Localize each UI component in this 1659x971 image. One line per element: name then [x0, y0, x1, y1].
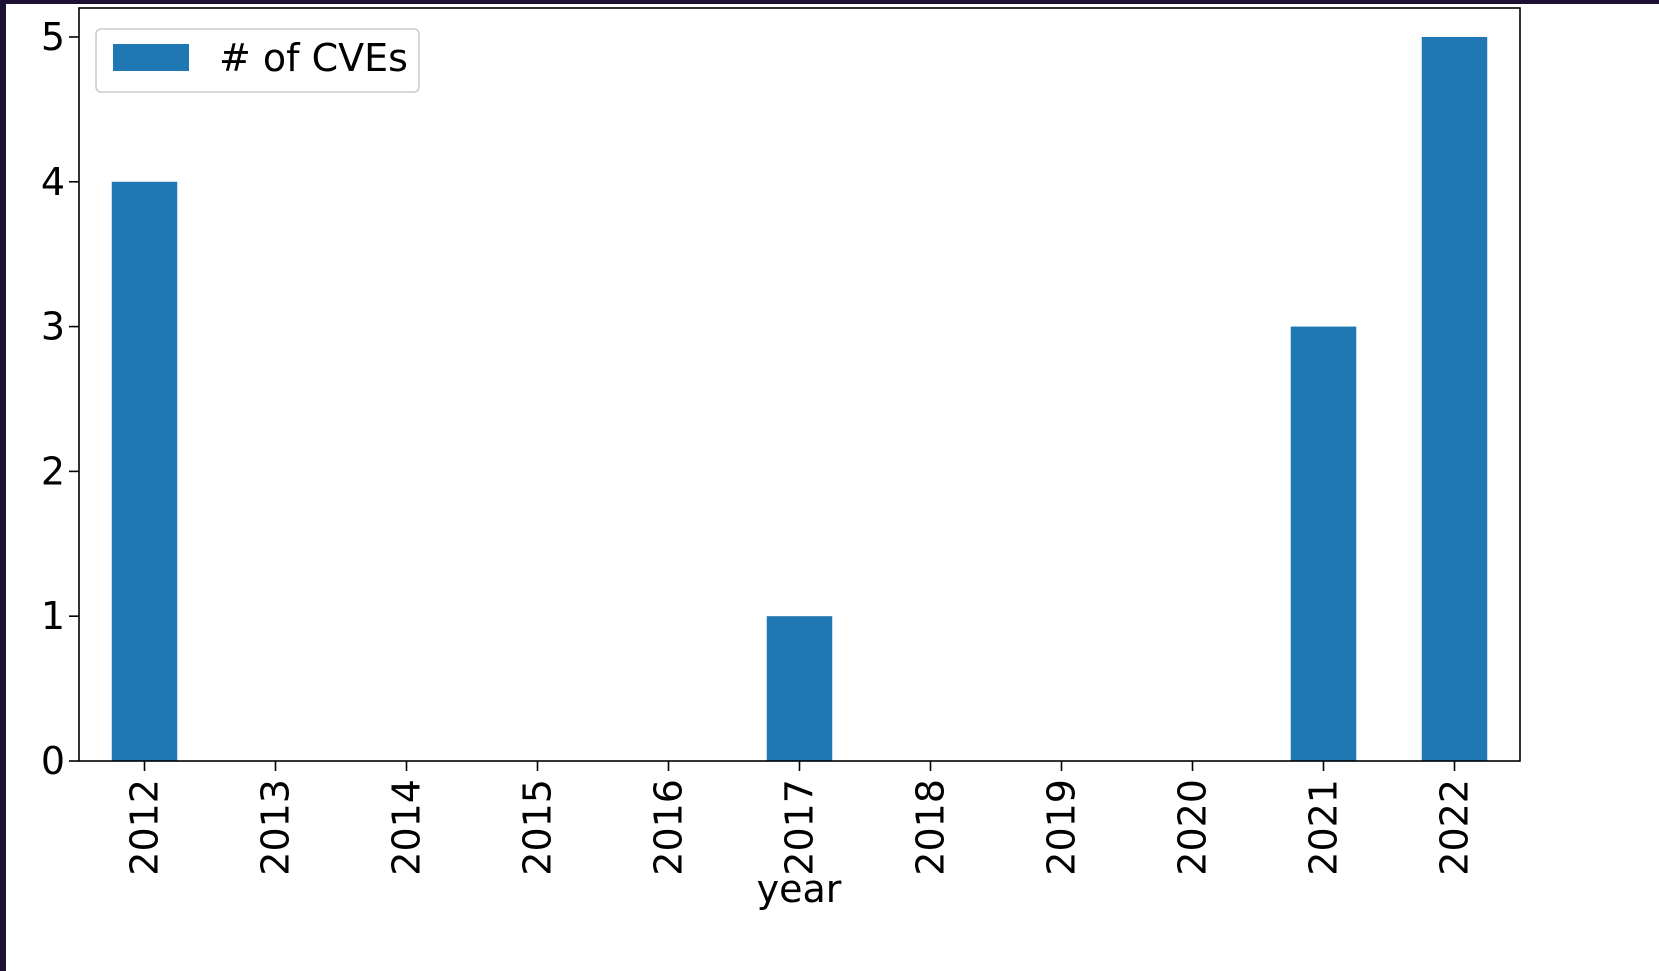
x-tick-label: 2012 [123, 779, 167, 876]
x-tick-label: 2015 [516, 779, 560, 876]
x-tick-label: 2021 [1302, 779, 1346, 876]
x-tick-label: 2018 [909, 779, 953, 876]
y-axis: 0 1 2 3 4 5 [41, 15, 79, 783]
legend: # of CVEs [95, 28, 420, 93]
x-axis: 2012 2013 2014 2015 2016 2017 2018 2019 2020 2021… [123, 761, 1477, 876]
x-axis-title: year [757, 867, 842, 911]
y-tick-label: 2 [41, 449, 65, 493]
x-tick-label: 2017 [778, 779, 822, 876]
x-tick-label: 2020 [1171, 779, 1215, 876]
bar-2017 [766, 616, 833, 761]
y-tick-label: 0 [41, 739, 65, 783]
x-tick-label: 2022 [1433, 779, 1477, 876]
bar-2021 [1290, 326, 1357, 761]
bar-2012 [111, 181, 178, 761]
y-tick-label: 1 [41, 594, 65, 638]
y-tick-label: 4 [41, 160, 65, 204]
x-tick-label: 2014 [385, 779, 429, 876]
y-tick-label: 5 [41, 15, 65, 59]
x-tick-label: 2013 [254, 779, 298, 876]
x-tick-label: 2019 [1040, 779, 1084, 876]
x-tick-label: 2016 [647, 779, 691, 876]
y-tick-label: 3 [41, 305, 65, 349]
legend-swatch [113, 44, 189, 71]
bars-layer [111, 36, 1488, 761]
legend-label: # of CVEs [219, 36, 408, 80]
bar-2022 [1421, 36, 1488, 761]
